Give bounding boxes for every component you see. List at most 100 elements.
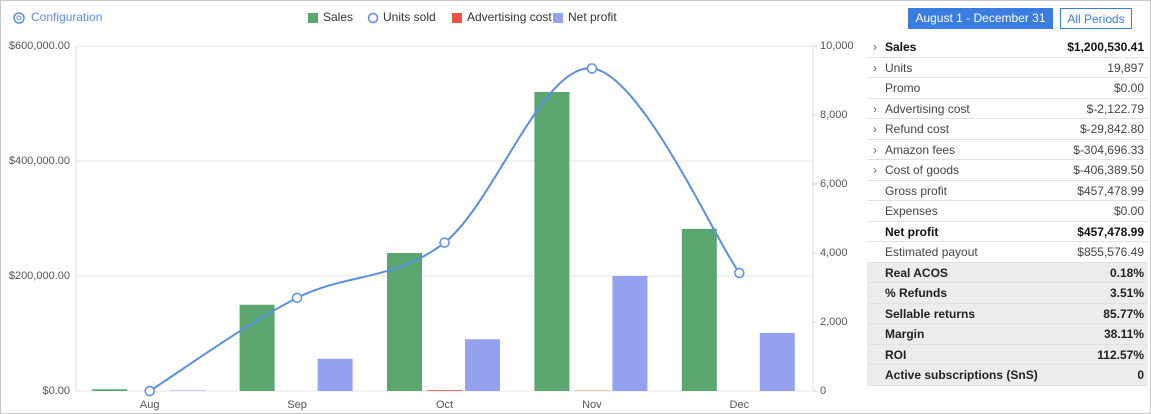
summary-row: Estimated payout $855,576.49 (867, 242, 1148, 263)
row-label: Estimated payout (885, 245, 978, 259)
y2-tick-label: 10,000 (820, 40, 854, 52)
x-tick-label: Dec (730, 399, 750, 411)
summary-row: % Refunds 3.51% (867, 283, 1148, 304)
y2-tick-label: 2,000 (820, 316, 848, 328)
summary-row[interactable]: › Sales $1,200,530.41 (867, 37, 1148, 58)
legend-label: Units sold (383, 10, 436, 24)
row-label: Gross profit (885, 183, 948, 198)
row-label: % Refunds (885, 286, 948, 300)
expand-arrow[interactable]: › (873, 60, 877, 75)
summary-row: Gross profit $457,478.99 (867, 181, 1148, 201)
row-value: 38.11% (1103, 327, 1144, 341)
row-label: Amazon fees (885, 142, 956, 157)
row-label: Sales (885, 40, 917, 54)
row-value: $0.00 (1113, 81, 1144, 95)
x-tick-label: Sep (287, 399, 307, 411)
summary-row: Net profit $457,478.99 (867, 222, 1148, 242)
y-tick-label: $200,000.00 (9, 270, 70, 282)
bar (612, 276, 648, 391)
expand-arrow[interactable]: › (873, 163, 877, 177)
point (144, 385, 155, 397)
legend-marker (553, 13, 563, 23)
row-label: Advertising cost (885, 101, 970, 116)
summary-row: ROI 112.57% (867, 344, 1148, 365)
row-label: Real ACOS (885, 265, 948, 280)
point (734, 267, 745, 279)
chart: Configuration $0.00 $200,000.00 $400,000.0… (9, 10, 854, 411)
bar (427, 390, 462, 391)
line (149, 67, 741, 392)
row-label: Sellable returns (885, 306, 976, 321)
row-label: Expenses (885, 204, 938, 218)
y2-tick-label: 4,000 (820, 247, 848, 259)
bar (170, 390, 206, 391)
config-link[interactable]: Configuration (13, 10, 102, 24)
row-value: 19,897 (1107, 60, 1144, 75)
row-value: $-2,122.79 (1086, 101, 1144, 116)
row-label: Margin (885, 327, 925, 341)
point (586, 63, 598, 74)
gear-icon (13, 12, 25, 24)
row-value: $-406,389.50 (1073, 163, 1144, 177)
summary-row[interactable]: › Refund cost $-29,842.80 (867, 119, 1148, 140)
row-value: 112.57% (1097, 347, 1144, 362)
expand-arrow[interactable]: › (873, 142, 877, 157)
row-value: $1,200,530.41 (1067, 40, 1144, 54)
bar (759, 332, 795, 391)
row-label: ROI (885, 347, 907, 362)
y2-tick-label: 0 (820, 385, 826, 397)
summary-row: Real ACOS 0.18% (867, 262, 1148, 283)
point (291, 292, 303, 304)
summary-row: Margin 38.11% (867, 324, 1148, 345)
summary-table: › Sales $1,200,530.41 › Units 19,897 Promo $0.0… (867, 37, 1148, 386)
y-tick-label: $0.00 (42, 385, 70, 397)
row-value: $-304,696.33 (1073, 142, 1144, 157)
bar (681, 228, 717, 391)
row-value: 85.77% (1103, 306, 1144, 321)
row-label: Promo (885, 81, 921, 95)
row-value: 3.51% (1109, 286, 1144, 300)
summary-row[interactable]: › Advertising cost $-2,122.79 (867, 99, 1148, 119)
summary-row: Active subscriptions (SnS) 0 (867, 365, 1148, 386)
config-label[interactable]: Configuration (31, 10, 102, 24)
legend-marker (308, 13, 318, 23)
point (439, 237, 450, 248)
row-label: Units (885, 60, 913, 75)
row-value: $855,576.49 (1077, 245, 1144, 259)
y2-tick-label: 8,000 (820, 109, 848, 121)
summary-row: Sellable returns 85.77% (867, 303, 1148, 324)
x-tick-label: Oct (436, 399, 453, 411)
row-value: $0.00 (1113, 204, 1144, 218)
legend-marker (452, 13, 462, 23)
row-value: $457,478.99 (1077, 224, 1144, 239)
legend-label: Sales (323, 10, 353, 24)
x-tick-label: Nov (582, 399, 602, 411)
expand-arrow[interactable]: › (873, 122, 877, 136)
summary-row: Promo $0.00 (867, 78, 1148, 99)
legend-marker (367, 12, 379, 24)
expand-arrow[interactable]: › (873, 40, 877, 54)
bar (92, 389, 128, 391)
summary-row[interactable]: › Units 19,897 (867, 58, 1148, 78)
date-range-button[interactable]: August 1 - December 31 (908, 8, 1053, 29)
row-label: Cost of goods (885, 163, 960, 177)
legend-label: Advertising cost (467, 10, 552, 24)
bar (465, 339, 500, 391)
row-value: 0 (1137, 368, 1144, 382)
row-value: $457,478.99 (1077, 183, 1144, 198)
y2-tick-label: 6,000 (820, 178, 848, 190)
summary-row[interactable]: › Amazon fees $-304,696.33 (867, 140, 1148, 160)
bar (534, 92, 570, 391)
all-periods-button[interactable]: All Periods (1060, 8, 1132, 29)
expand-arrow[interactable]: › (873, 101, 877, 116)
bar (387, 253, 422, 391)
bar (239, 304, 275, 391)
row-label: Refund cost (885, 122, 950, 136)
gear-icon-center (16, 15, 22, 21)
row-value: $-29,842.80 (1079, 122, 1144, 136)
summary-row[interactable]: › Cost of goods $-406,389.50 (867, 160, 1148, 181)
bar (317, 358, 353, 391)
y-tick-label: $400,000.00 (9, 155, 70, 167)
x-tick-label: Aug (140, 399, 160, 411)
